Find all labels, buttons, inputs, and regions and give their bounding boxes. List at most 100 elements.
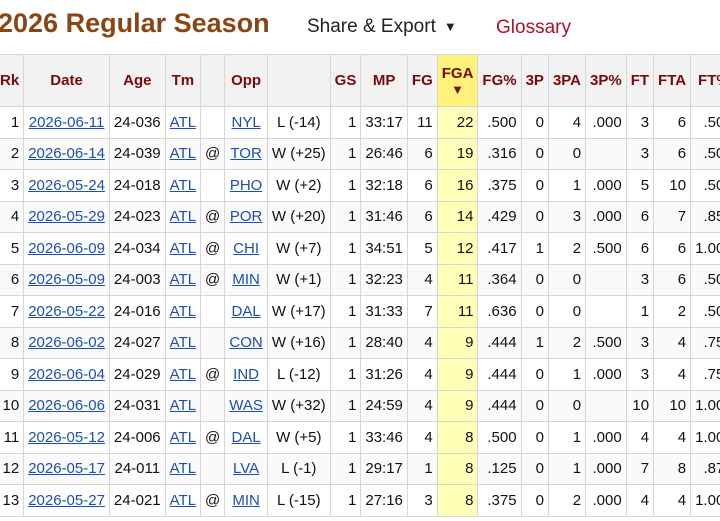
team-link[interactable]: ATL	[169, 365, 197, 383]
cell-3p: 0	[520, 200, 549, 233]
cell-mp: 32:18	[360, 169, 408, 202]
date-link[interactable]: 2026-05-09	[28, 271, 105, 289]
cell-mp: 31:46	[360, 200, 408, 233]
team-link[interactable]: ATL	[169, 113, 197, 131]
share-export-menu[interactable]: Share & Export ▼	[307, 16, 457, 38]
team-link[interactable]: ATL	[169, 397, 197, 415]
opponent-link[interactable]: DAL	[231, 302, 261, 320]
opponent-link[interactable]: MIN	[232, 271, 260, 289]
cell-fga: 22	[436, 106, 479, 139]
column-header-3p-pct[interactable]: 3P%	[585, 54, 627, 107]
team-link[interactable]: ATL	[169, 428, 197, 446]
cell-ft: 7	[625, 452, 655, 485]
cell-ft-pct: .750	[690, 326, 720, 359]
column-header-3p[interactable]: 3P	[520, 54, 549, 107]
date-link[interactable]: 2026-06-11	[28, 113, 105, 131]
cell-result: L (-15)	[266, 484, 331, 517]
cell-3p: 0	[520, 452, 549, 485]
column-header-ft[interactable]: FT	[625, 54, 655, 107]
team-link[interactable]: ATL	[169, 239, 197, 257]
team-link[interactable]: ATL	[169, 176, 197, 194]
column-header-team[interactable]: Tm	[164, 54, 202, 107]
cell-date: 2026-06-04	[23, 358, 110, 391]
glossary-link[interactable]: Glossary	[496, 17, 571, 38]
opponent-link[interactable]: DAL	[231, 428, 261, 446]
cell-team: ATL	[164, 421, 202, 454]
opponent-link[interactable]: WAS	[229, 397, 263, 415]
cell-result: L (-12)	[266, 358, 331, 391]
cell-fta: 6	[653, 137, 692, 170]
cell-age: 24-011	[108, 452, 166, 485]
date-link[interactable]: 2026-06-14	[28, 145, 105, 163]
cell-ft-pct: 1.000	[690, 389, 720, 422]
cell-ft-pct: .500	[690, 263, 720, 296]
column-header-fg[interactable]: FG	[406, 54, 438, 107]
team-link[interactable]: ATL	[169, 460, 197, 478]
cell-fga: 8	[436, 484, 479, 517]
cell-ft: 3	[625, 106, 655, 139]
cell-fga: 8	[436, 421, 479, 454]
cell-location: @	[200, 484, 226, 517]
team-link[interactable]: ATL	[169, 302, 197, 320]
cell-opponent: MIN	[224, 484, 268, 517]
cell-fg-pct: .417	[477, 232, 522, 265]
date-link[interactable]: 2026-05-24	[28, 176, 105, 194]
table-row: 9 2026-06-04 24-029 ATL @ IND L (-12) 1 31:26 4 9.…	[0, 358, 720, 391]
team-link[interactable]: ATL	[169, 145, 197, 163]
column-header-ft-pct[interactable]: FT%	[690, 54, 720, 107]
date-link[interactable]: 2026-06-09	[28, 239, 105, 257]
column-header-3pa[interactable]: 3PA	[547, 54, 587, 107]
cell-3p-pct: .500	[585, 232, 627, 265]
page-title: 2026 Regular Season	[0, 8, 270, 38]
cell-fg: 6	[406, 200, 438, 233]
cell-ft-pct: 1.000	[690, 484, 720, 517]
date-link[interactable]: 2026-05-17	[28, 460, 105, 478]
opponent-link[interactable]: TOR	[230, 145, 262, 163]
team-link[interactable]: ATL	[169, 491, 197, 509]
cell-age: 24-027	[108, 326, 166, 359]
cell-3p-pct	[585, 389, 627, 422]
date-link[interactable]: 2026-05-27	[28, 491, 105, 509]
opponent-link[interactable]: MIN	[232, 491, 260, 509]
opponent-link[interactable]: IND	[233, 365, 260, 383]
cell-age: 24-021	[108, 484, 166, 517]
cell-gs: 1	[329, 137, 362, 170]
table-row: 1 2026-06-11 24-036 ATL NYL L (-14) 1 33:17 11 22…	[0, 106, 720, 139]
column-header-label: FGA	[441, 64, 474, 82]
opponent-link[interactable]: PHO	[229, 176, 263, 194]
column-header-gs[interactable]: GS	[329, 54, 362, 107]
cell-age: 24-036	[108, 106, 166, 139]
cell-ft: 3	[625, 263, 655, 296]
team-link[interactable]: ATL	[169, 271, 197, 289]
cell-fg: 7	[406, 295, 438, 328]
cell-fg-pct: .375	[477, 484, 522, 517]
column-header-mp[interactable]: MP	[360, 54, 408, 107]
opponent-link[interactable]: NYL	[231, 113, 261, 131]
cell-location	[200, 389, 226, 422]
column-header-date[interactable]: Date	[23, 54, 110, 107]
date-link[interactable]: 2026-06-02	[28, 334, 105, 352]
cell-fta: 4	[653, 326, 692, 359]
column-header-fg-pct[interactable]: FG%	[477, 54, 522, 107]
opponent-link[interactable]: CON	[229, 334, 263, 352]
opponent-link[interactable]: LVA	[233, 460, 260, 478]
column-header-rank[interactable]: Rk	[0, 54, 25, 107]
team-link[interactable]: ATL	[169, 334, 197, 352]
team-link[interactable]: ATL	[169, 208, 197, 226]
date-link[interactable]: 2026-05-12	[28, 428, 105, 446]
opponent-link[interactable]: POR	[229, 208, 263, 226]
column-header-fga[interactable]: FGA ▼	[436, 54, 479, 107]
cell-fta: 8	[653, 452, 692, 485]
date-link[interactable]: 2026-06-06	[28, 397, 105, 415]
cell-gs: 1	[329, 421, 362, 454]
column-header-age[interactable]: Age	[108, 54, 166, 107]
cell-fg: 4	[406, 358, 438, 391]
opponent-link[interactable]: CHI	[233, 239, 260, 257]
date-link[interactable]: 2026-05-29	[28, 208, 105, 226]
cell-fga: 8	[436, 452, 479, 485]
column-header-opponent[interactable]: Opp	[224, 54, 268, 107]
cell-fta: 4	[653, 421, 692, 454]
date-link[interactable]: 2026-05-22	[28, 302, 105, 320]
date-link[interactable]: 2026-06-04	[28, 365, 105, 383]
column-header-fta[interactable]: FTA	[653, 54, 692, 107]
